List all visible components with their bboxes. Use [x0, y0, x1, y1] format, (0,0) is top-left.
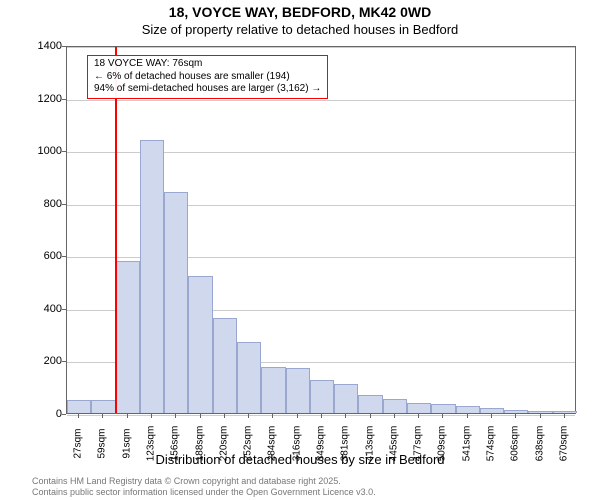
reference-line: [115, 47, 117, 413]
x-tick-mark: [78, 414, 79, 418]
y-tick-mark: [62, 256, 66, 257]
gridline: [67, 47, 575, 48]
y-tick-label: 1400: [22, 40, 62, 52]
histogram-bar: [407, 403, 431, 414]
chart-subtitle: Size of property relative to detached ho…: [0, 22, 600, 37]
histogram-bar: [431, 404, 455, 413]
x-tick-label: 252sqm: [243, 426, 254, 462]
x-tick-label: 220sqm: [218, 426, 229, 462]
x-tick-label: 638sqm: [534, 426, 545, 462]
x-tick-mark: [297, 414, 298, 418]
y-tick-label: 1200: [22, 93, 62, 105]
x-tick-mark: [200, 414, 201, 418]
histogram-bar: [334, 384, 358, 413]
x-tick-label: 188sqm: [194, 426, 205, 462]
annotation-line: ← 6% of detached houses are smaller (194…: [94, 71, 321, 84]
x-tick-mark: [540, 414, 541, 418]
histogram-bar: [237, 342, 261, 413]
x-tick-label: 316sqm: [291, 426, 302, 462]
histogram-bar: [553, 411, 577, 413]
x-tick-mark: [394, 414, 395, 418]
x-tick-label: 381sqm: [340, 426, 351, 462]
annotation-line: 94% of semi-detached houses are larger (…: [94, 83, 321, 96]
x-tick-mark: [127, 414, 128, 418]
x-tick-mark: [151, 414, 152, 418]
histogram-bar: [456, 406, 480, 413]
y-tick-mark: [62, 361, 66, 362]
x-tick-label: 27sqm: [73, 428, 84, 458]
y-tick-mark: [62, 309, 66, 310]
x-tick-mark: [418, 414, 419, 418]
x-tick-label: 509sqm: [437, 426, 448, 462]
x-tick-label: 574sqm: [486, 426, 497, 462]
x-tick-mark: [515, 414, 516, 418]
histogram-bar: [140, 140, 164, 413]
y-tick-mark: [62, 99, 66, 100]
x-tick-mark: [175, 414, 176, 418]
x-tick-mark: [491, 414, 492, 418]
y-tick-label: 1000: [22, 145, 62, 157]
histogram-bar: [358, 395, 382, 413]
x-tick-mark: [442, 414, 443, 418]
x-tick-label: 413sqm: [364, 426, 375, 462]
histogram-bar: [310, 380, 334, 413]
histogram-bar: [116, 261, 140, 413]
histogram-bar: [67, 400, 91, 413]
annotation-box: 18 VOYCE WAY: 76sqm← 6% of detached hous…: [87, 55, 328, 99]
plot-area: 18 VOYCE WAY: 76sqm← 6% of detached hous…: [66, 46, 576, 414]
x-tick-label: 606sqm: [510, 426, 521, 462]
x-tick-mark: [370, 414, 371, 418]
x-tick-label: 541sqm: [461, 426, 472, 462]
footer-line-1: Contains HM Land Registry data © Crown c…: [32, 476, 376, 487]
x-tick-label: 284sqm: [267, 426, 278, 462]
y-tick-mark: [62, 204, 66, 205]
x-tick-mark: [564, 414, 565, 418]
annotation-line: 18 VOYCE WAY: 76sqm: [94, 58, 321, 71]
y-tick-label: 200: [22, 355, 62, 367]
histogram-bar: [164, 192, 188, 413]
x-tick-mark: [248, 414, 249, 418]
histogram-bar: [480, 408, 504, 413]
x-tick-label: 91sqm: [121, 428, 132, 458]
histogram-bar: [286, 368, 310, 413]
x-tick-label: 445sqm: [388, 426, 399, 462]
gridline: [67, 100, 575, 101]
histogram-bar: [504, 410, 528, 413]
x-tick-mark: [467, 414, 468, 418]
x-tick-label: 670sqm: [558, 426, 569, 462]
y-tick-label: 400: [22, 303, 62, 315]
x-tick-mark: [102, 414, 103, 418]
histogram-bar: [383, 399, 407, 413]
histogram-bar: [213, 318, 237, 413]
x-tick-label: 59sqm: [97, 428, 108, 458]
x-tick-mark: [321, 414, 322, 418]
footer-attribution: Contains HM Land Registry data © Crown c…: [32, 476, 376, 498]
y-tick-mark: [62, 414, 66, 415]
histogram-bar: [261, 367, 285, 413]
x-tick-label: 123sqm: [146, 426, 157, 462]
histogram-bar: [188, 276, 212, 413]
y-tick-label: 0: [22, 408, 62, 420]
x-tick-mark: [272, 414, 273, 418]
x-tick-label: 349sqm: [316, 426, 327, 462]
histogram-bar: [528, 411, 552, 413]
y-tick-mark: [62, 151, 66, 152]
x-tick-label: 477sqm: [413, 426, 424, 462]
footer-line-2: Contains public sector information licen…: [32, 487, 376, 498]
y-tick-label: 800: [22, 198, 62, 210]
y-tick-label: 600: [22, 250, 62, 262]
chart-title: 18, VOYCE WAY, BEDFORD, MK42 0WD: [0, 4, 600, 20]
histogram-bar: [91, 400, 115, 413]
x-tick-mark: [224, 414, 225, 418]
y-tick-mark: [62, 46, 66, 47]
x-tick-mark: [345, 414, 346, 418]
x-tick-label: 156sqm: [170, 426, 181, 462]
